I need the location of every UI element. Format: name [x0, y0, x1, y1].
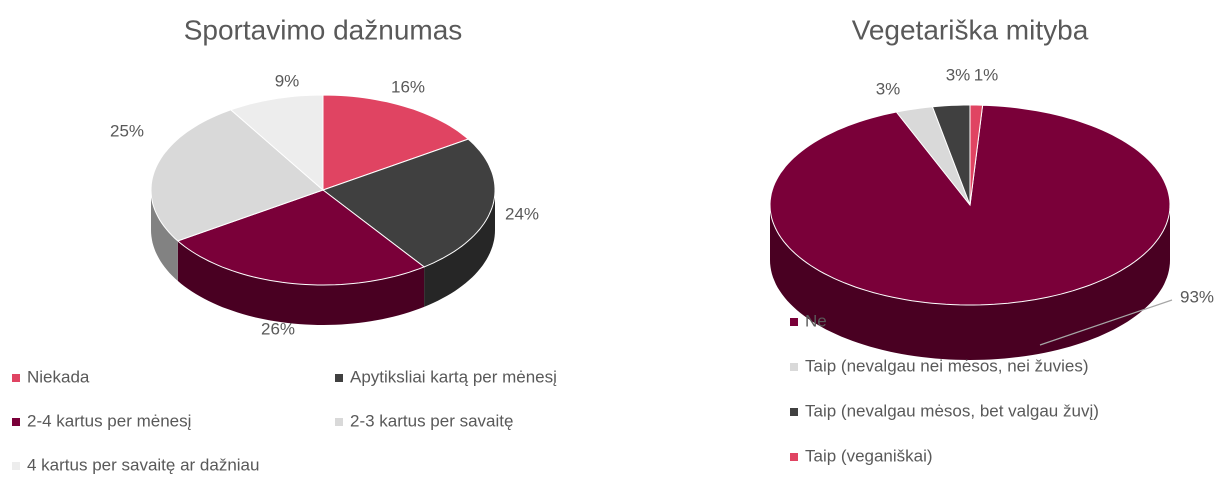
data-label: 93%	[1180, 287, 1214, 306]
slice-top	[150, 109, 324, 242]
slice-top	[769, 104, 1171, 306]
data-label: 1%	[974, 65, 999, 84]
legend-swatch	[12, 418, 20, 426]
legend-label: 2-3 kartus per savaitę	[350, 411, 513, 430]
legend-label: Taip (nevalgau mėsos, bet valgau žuvį)	[805, 401, 1099, 420]
legend-label: 2-4 kartus per mėnesį	[27, 411, 192, 430]
legend-label: Apytiksliai kartą per mėnesį	[350, 367, 557, 386]
slice-side	[424, 190, 495, 307]
pie-slice	[969, 104, 984, 206]
legend-swatch	[12, 374, 20, 382]
slice-top	[969, 104, 984, 206]
legend-label: Taip (veganiškai)	[805, 446, 933, 465]
data-label: 25%	[110, 121, 144, 140]
pie-slice	[321, 138, 496, 307]
slice-side	[151, 190, 178, 281]
legend-swatch	[790, 318, 798, 326]
pie-slice	[895, 106, 971, 206]
legend-swatch	[790, 363, 798, 371]
slice-top	[176, 189, 426, 286]
slice-side	[177, 240, 425, 325]
legend-swatch	[335, 374, 343, 382]
chart-title: Sportavimo dažnumas	[184, 14, 463, 45]
slice-side	[770, 205, 1170, 360]
legend-label: Taip (nevalgau nei mėsos, nei žuvies)	[805, 356, 1088, 375]
slice-top	[229, 94, 324, 192]
chart-title: Vegetariška mityba	[852, 14, 1089, 45]
pie-slice	[769, 104, 1171, 360]
data-label: 24%	[505, 204, 539, 223]
slice-top	[931, 104, 971, 206]
leader-line	[1039, 299, 1173, 346]
legend-swatch	[790, 453, 798, 461]
legend-label: Ne	[805, 311, 827, 330]
pie-slice	[931, 104, 971, 206]
data-label: 3%	[876, 79, 901, 98]
data-label: 26%	[261, 319, 295, 338]
data-label: 3%	[946, 65, 971, 84]
pie-slice	[322, 94, 470, 191]
slice-top	[321, 138, 496, 268]
slice-top	[895, 106, 971, 206]
legend-swatch	[335, 418, 343, 426]
pie-slice	[229, 94, 324, 192]
pie-slice	[176, 189, 426, 325]
data-label: 9%	[275, 71, 300, 90]
legend-label: Niekada	[27, 367, 90, 386]
data-label: 16%	[391, 77, 425, 96]
legend-swatch	[790, 408, 798, 416]
legend-swatch	[12, 462, 20, 470]
pie-slice	[150, 109, 324, 281]
slice-top	[322, 94, 470, 191]
legend-label: 4 kartus per savaitę ar dažniau	[27, 455, 259, 474]
